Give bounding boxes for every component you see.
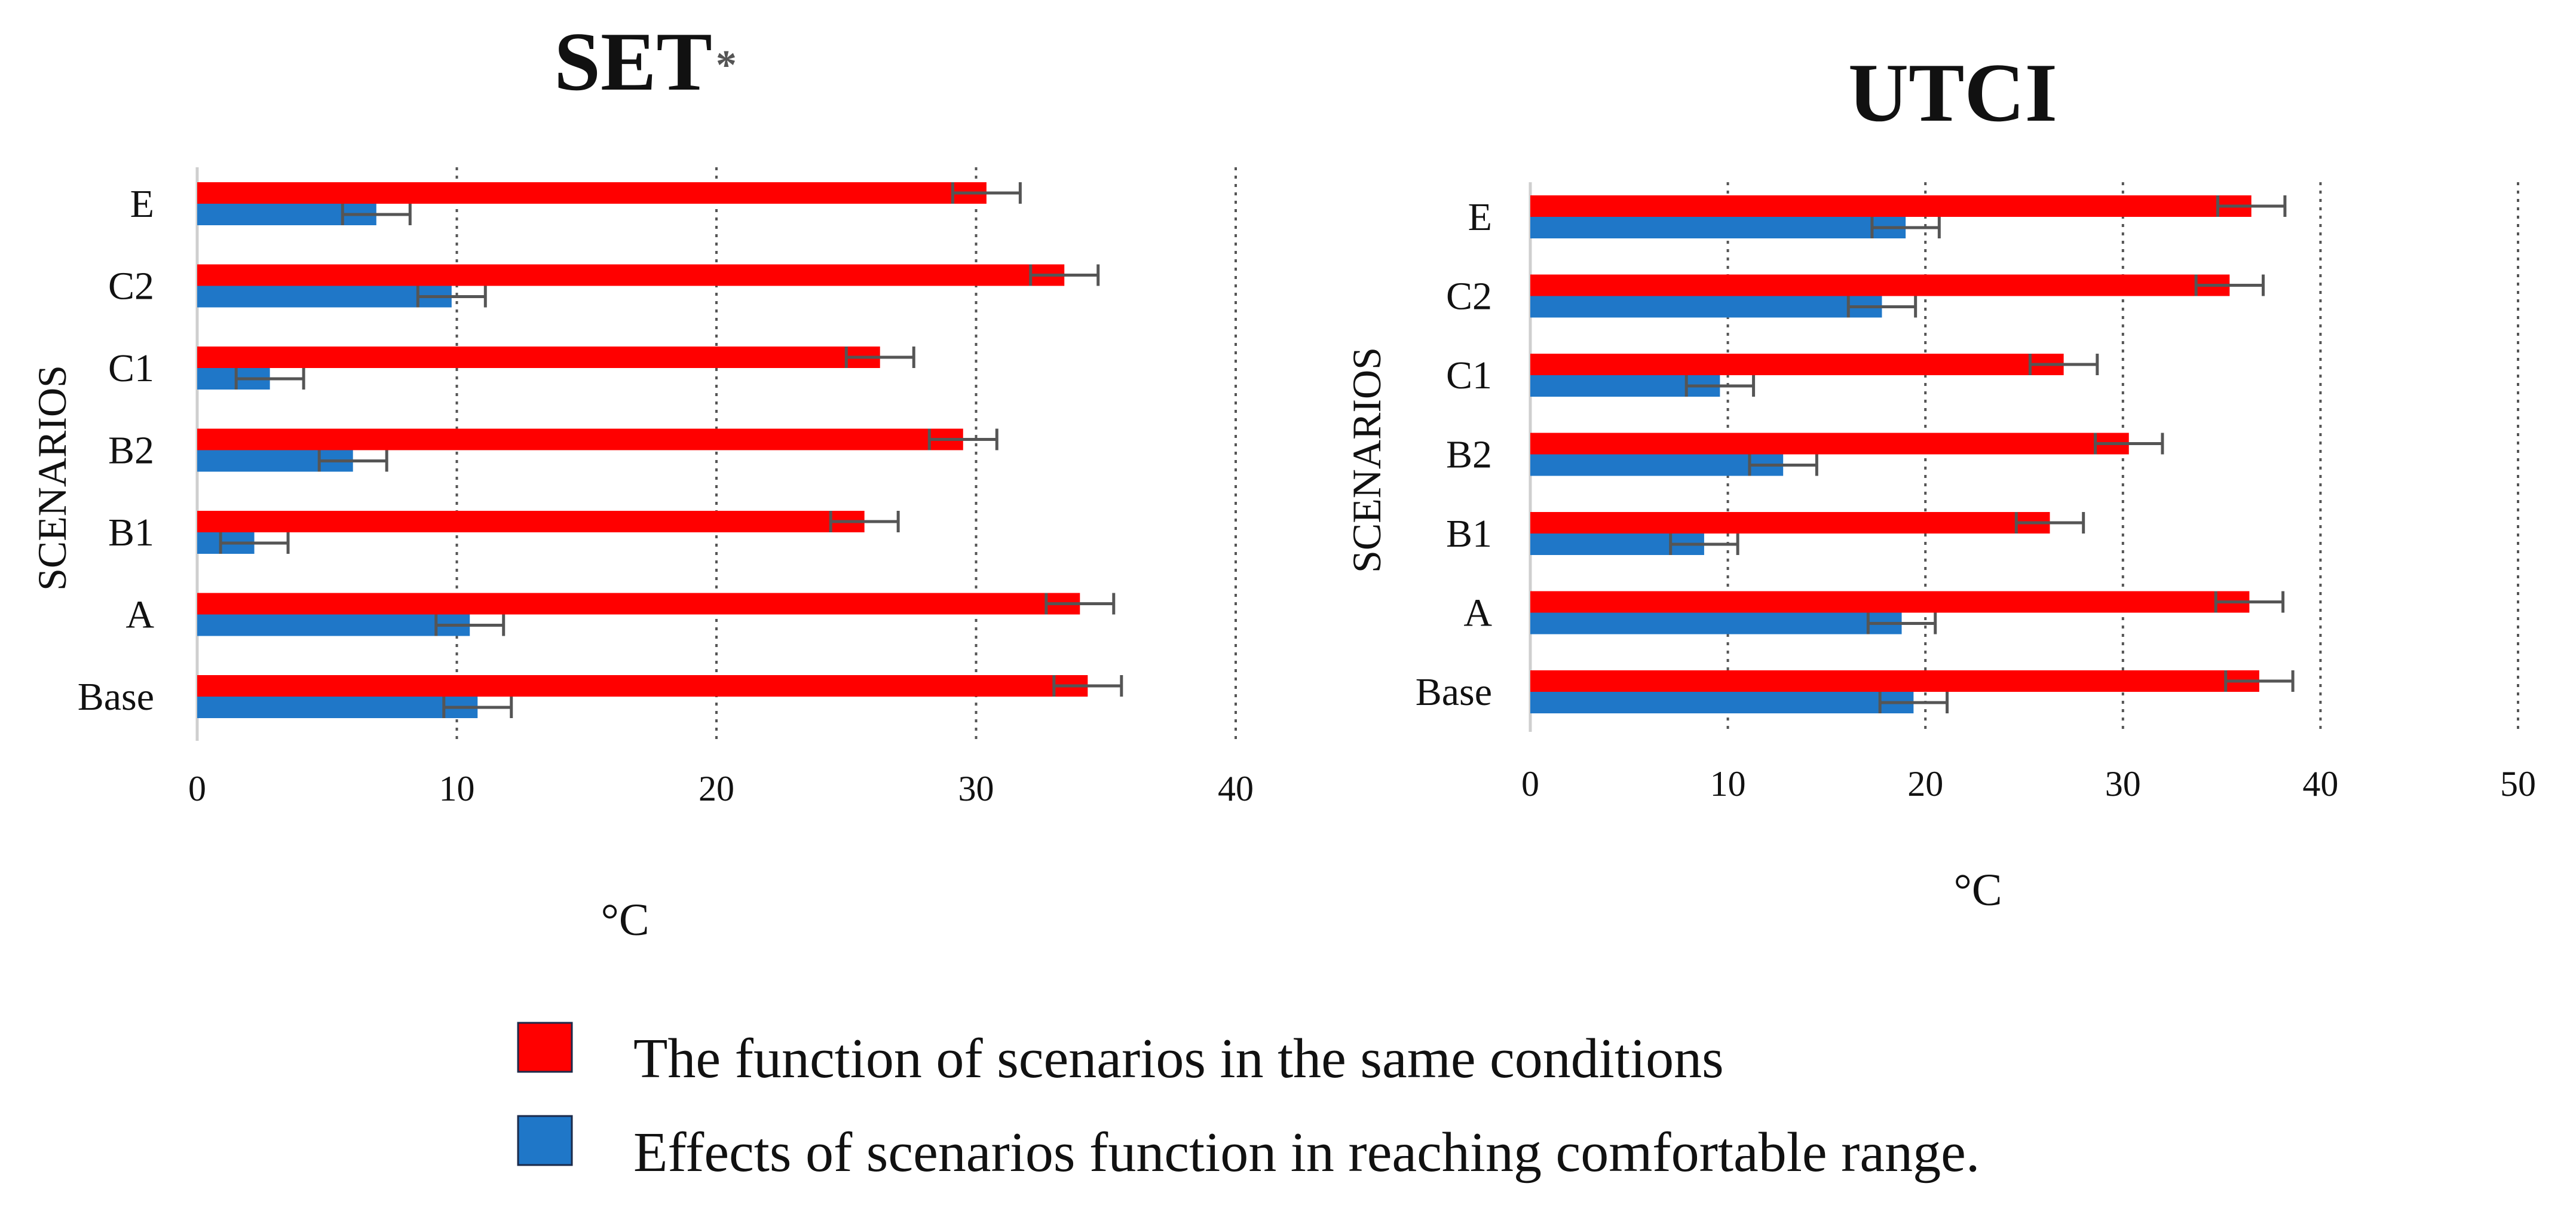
x-axis-label: °C: [1953, 865, 2002, 915]
category-label: B2: [108, 429, 154, 473]
error-bar: [434, 614, 506, 636]
error-bar: [2214, 591, 2285, 613]
error-bar: [2194, 274, 2265, 296]
bar: [197, 182, 987, 204]
category-label: A: [1463, 591, 1492, 635]
category-label: B2: [1446, 433, 1492, 477]
x-tick-label: 20: [699, 769, 734, 808]
error-bar: [2028, 354, 2099, 375]
legend: The function of scenarios in the same co…: [517, 1022, 1980, 1184]
bar: [197, 511, 865, 532]
category-label: C2: [1446, 275, 1492, 318]
bar: [1530, 512, 2050, 534]
error-bar: [1045, 593, 1116, 615]
bar: [197, 593, 1080, 615]
category-label: C2: [108, 265, 154, 308]
category-label: E: [1468, 195, 1492, 239]
bar: [1530, 296, 1882, 318]
error-bar: [1846, 296, 1918, 318]
x-tick-label: 0: [188, 769, 206, 808]
error-bar: [416, 286, 487, 308]
legend-swatch-same-conditions: [517, 1022, 573, 1073]
error-bar: [829, 511, 900, 532]
error-bar: [1029, 264, 1100, 286]
bar: [197, 614, 470, 636]
x-tick-label: 40: [1218, 769, 1254, 808]
bar: [1530, 274, 2230, 296]
error-bar: [442, 697, 513, 718]
chart-title: UTCI: [1848, 47, 2057, 139]
bar: [1530, 591, 2250, 613]
bar: [197, 347, 880, 368]
bar: [1530, 612, 1902, 634]
x-tick-label: 40: [2302, 764, 2338, 804]
bar: [1530, 692, 1914, 713]
utci-chart: UTCI 0 10 20 30 40 50 °C SCENARIOS E C2 C1 B2 B1 A Base: [1344, 47, 2536, 915]
bar: [197, 675, 1088, 697]
x-tick-label: 10: [1710, 764, 1746, 804]
bar: [1530, 433, 2129, 455]
bar: [1530, 195, 2252, 217]
chart-title: SET*: [554, 16, 737, 108]
category-label: E: [130, 182, 154, 226]
x-tick-label: 30: [2105, 764, 2141, 804]
x-tick-label: 0: [1521, 764, 1539, 804]
error-bar: [2094, 433, 2164, 455]
error-bar: [1870, 217, 1941, 238]
error-bar: [1878, 692, 1949, 713]
x-tick-label: 50: [2500, 764, 2536, 804]
y-axis-label: SCENARIOS: [1344, 347, 1389, 573]
category-label: Base: [78, 675, 154, 719]
x-axis-label: °C: [601, 895, 649, 945]
error-bar: [1669, 534, 1739, 555]
legend-label-comfortable-range: Effects of scenarios function in reachin…: [633, 1121, 1980, 1184]
category-label: C1: [108, 347, 154, 390]
bar: [1530, 354, 2064, 375]
x-tick-label: 10: [439, 769, 475, 808]
category-label: Base: [1416, 670, 1492, 714]
error-bar: [317, 450, 388, 472]
y-axis-label: SCENARIOS: [29, 365, 75, 591]
category-label: A: [125, 593, 154, 637]
bar: [1530, 217, 1906, 238]
bar: [197, 697, 478, 718]
error-bar: [219, 532, 290, 554]
error-bar: [2216, 195, 2287, 217]
bar: [1530, 454, 1784, 476]
error-bar: [1748, 454, 1818, 476]
bar: [197, 286, 452, 308]
error-bar: [1052, 675, 1123, 697]
error-bar: [2014, 512, 2085, 534]
x-tick-label: 20: [1907, 764, 1943, 804]
bar: [197, 264, 1065, 286]
error-bar: [844, 347, 915, 368]
error-bar: [1684, 375, 1756, 397]
error-bar: [2224, 670, 2295, 692]
category-label: C1: [1446, 354, 1492, 397]
category-label: B1: [1446, 512, 1492, 556]
error-bar: [234, 368, 305, 390]
error-bar: [1866, 612, 1937, 634]
bar: [197, 428, 963, 450]
x-tick-label: 30: [958, 769, 994, 808]
legend-swatch-comfortable-range: [517, 1115, 573, 1166]
error-bar: [927, 428, 998, 450]
set-chart: SET* 0 10 20 30 40 °C SCENARIOS E C2 C1 B2 B1 A Base: [29, 16, 1254, 945]
legend-label-same-conditions: The function of scenarios in the same co…: [633, 1028, 1724, 1090]
category-label: B1: [108, 511, 154, 554]
bar: [1530, 670, 2259, 692]
error-bar: [951, 182, 1022, 204]
error-bar: [341, 204, 412, 225]
